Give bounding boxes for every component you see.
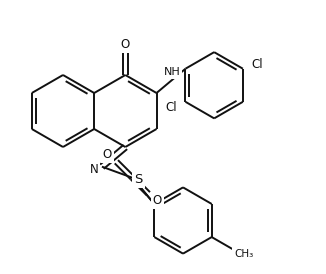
Text: CH₃: CH₃ bbox=[234, 249, 253, 259]
Text: O: O bbox=[153, 194, 162, 207]
Text: Cl: Cl bbox=[166, 101, 177, 114]
Text: O: O bbox=[121, 39, 130, 52]
Text: NH: NH bbox=[164, 67, 180, 77]
Text: S: S bbox=[134, 173, 142, 186]
Text: Cl: Cl bbox=[251, 58, 263, 71]
Text: N: N bbox=[90, 163, 98, 176]
Text: O: O bbox=[103, 148, 112, 161]
